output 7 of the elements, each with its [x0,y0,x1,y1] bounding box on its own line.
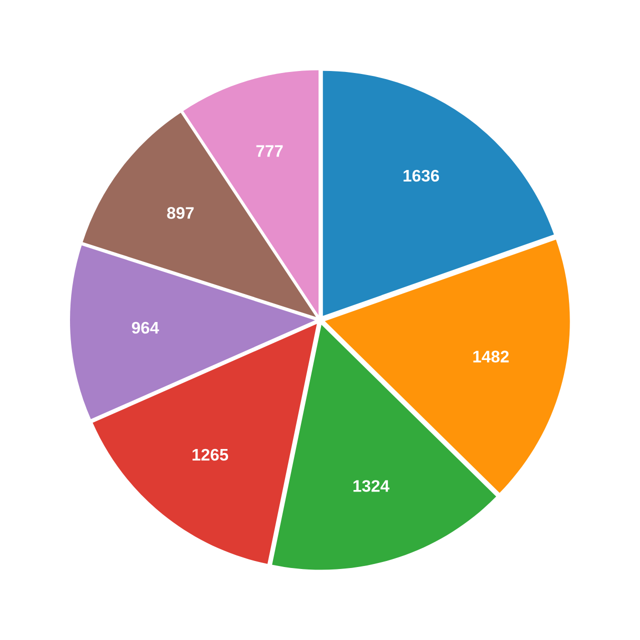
data-label: 1636 [404,170,440,182]
data-label: 1324 [353,480,390,492]
data-label: 964 [132,322,160,334]
data-label: 897 [167,207,194,219]
data-label: 777 [256,145,283,157]
data-label: 1482 [473,350,509,362]
data-label: 1265 [192,448,228,461]
